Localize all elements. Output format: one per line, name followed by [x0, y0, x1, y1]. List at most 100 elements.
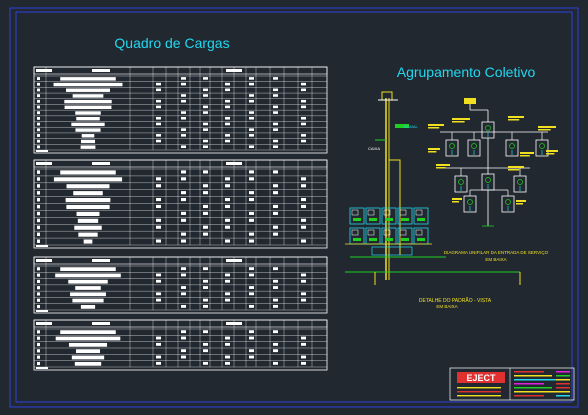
table-cell-value	[225, 184, 230, 188]
row-number	[37, 88, 40, 92]
table-cell-text	[74, 225, 102, 230]
table-cell-text	[72, 94, 104, 98]
meter-box	[365, 227, 381, 245]
table-cell-value	[203, 330, 208, 334]
table-header	[33, 66, 328, 75]
detail-caption-line2: EM BAIXA	[436, 304, 457, 309]
row-number	[37, 225, 40, 230]
table-cell-value	[225, 204, 230, 209]
table-cell-text	[68, 342, 108, 347]
row-number	[37, 355, 40, 359]
table-cell-value	[181, 94, 186, 97]
table-cell-value	[181, 273, 186, 277]
row-number	[37, 298, 40, 302]
table-cell-value	[225, 336, 230, 340]
table-cell-value	[181, 128, 186, 131]
table-cell-text	[60, 330, 116, 335]
table-cell-value	[249, 111, 254, 114]
table-cell-value	[225, 198, 230, 202]
row-number	[37, 145, 40, 149]
title-agrupamento-coletivo: Agrupamento Coletivo	[397, 64, 536, 80]
table-cell-text	[55, 336, 121, 341]
table-cell-value	[225, 88, 230, 92]
table-cell-value	[156, 292, 161, 296]
table-cell-value	[156, 177, 161, 181]
table-cell-value	[156, 355, 161, 359]
table-cell-value	[249, 177, 254, 181]
meter-window	[351, 229, 359, 236]
table-cell-value	[225, 177, 230, 181]
meter-box	[349, 227, 365, 245]
label-mark	[452, 118, 470, 120]
meter-breaker	[385, 238, 393, 241]
meter-symbol-dial	[485, 125, 491, 131]
table-cell-value	[181, 286, 186, 289]
meter-box-frame	[381, 207, 397, 225]
table-cell-value	[181, 267, 186, 271]
total-mark	[36, 150, 48, 152]
title-block-line	[556, 371, 570, 373]
table-cell-value	[203, 304, 208, 308]
table-cell-text	[66, 204, 110, 210]
table-cell-value	[301, 225, 306, 229]
title-block-line	[514, 387, 552, 389]
table-cell-text	[73, 191, 103, 196]
table-cell-value	[225, 273, 230, 277]
table-cell-value	[181, 292, 186, 296]
table-cell-value	[225, 122, 230, 126]
table-cell-value	[249, 99, 254, 103]
table-cell-value	[203, 170, 208, 174]
table-cell-text	[74, 361, 102, 366]
table-cell-value	[249, 191, 254, 195]
table-cell-text	[81, 134, 95, 138]
title-block-line	[556, 375, 570, 377]
title-block-line	[556, 379, 570, 381]
table-cell-value	[301, 116, 306, 120]
meter-window	[383, 209, 391, 216]
label-mark	[428, 127, 440, 129]
label-mark	[428, 124, 444, 126]
table-cell-value	[225, 279, 230, 283]
row-number	[37, 204, 40, 209]
table-cell-value	[156, 184, 161, 188]
table-cell-value	[273, 304, 278, 308]
row-number	[37, 304, 40, 309]
diagram-caption-line2: EM BAIXA	[485, 257, 506, 262]
meter-symbol-frame	[454, 175, 468, 193]
table-cell-value	[181, 198, 186, 202]
table-cell-value	[203, 286, 208, 289]
row-number	[37, 286, 40, 290]
table-cell-value	[156, 122, 161, 126]
table-cell-text	[53, 177, 123, 182]
table-cell-value	[156, 279, 161, 283]
total-mark	[36, 245, 48, 247]
row-number	[37, 94, 40, 98]
table-cell-value	[273, 298, 278, 302]
table-cell-value	[181, 211, 186, 215]
table-cell-value	[181, 111, 186, 114]
table-cell-value	[181, 239, 186, 243]
table-cell-text	[60, 170, 116, 175]
row-number	[37, 342, 40, 347]
inner-border	[15, 11, 573, 403]
label-mark	[538, 126, 556, 128]
header-mark	[92, 162, 110, 165]
table-cell-value	[273, 170, 278, 174]
table-cell-text	[71, 355, 105, 360]
row-number	[37, 134, 40, 137]
table-cell-value	[225, 116, 230, 120]
table-cell-value	[249, 77, 254, 80]
row-number	[37, 191, 40, 195]
table-cell-value	[203, 211, 208, 215]
table-cell-value	[156, 336, 161, 340]
meter-symbol-dial	[485, 177, 491, 183]
table-cell-value	[156, 198, 161, 202]
table-cell-value	[273, 330, 278, 334]
label-mark	[452, 198, 462, 200]
table-cell-value	[181, 134, 186, 137]
table-cell-value	[273, 88, 278, 92]
table-cell-value	[301, 336, 306, 340]
table-cell-value	[181, 336, 186, 340]
table-cell-value	[301, 273, 306, 277]
